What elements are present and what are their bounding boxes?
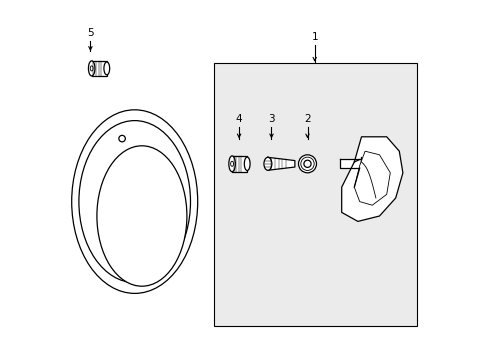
Polygon shape [354, 151, 389, 205]
Text: 4: 4 [235, 114, 242, 124]
Ellipse shape [298, 155, 316, 173]
Bar [213, 63, 416, 326]
Ellipse shape [97, 146, 186, 286]
Ellipse shape [230, 161, 233, 166]
Text: 1: 1 [311, 32, 317, 42]
Ellipse shape [104, 62, 109, 75]
Ellipse shape [90, 66, 93, 71]
Text: 3: 3 [267, 114, 274, 124]
Ellipse shape [228, 156, 235, 172]
Polygon shape [341, 137, 402, 221]
Polygon shape [267, 157, 294, 170]
Bar [232, 156, 247, 172]
Bar [91, 61, 106, 76]
Ellipse shape [88, 61, 95, 76]
Ellipse shape [119, 135, 125, 142]
Ellipse shape [244, 157, 249, 171]
Ellipse shape [303, 160, 310, 167]
Ellipse shape [79, 121, 190, 283]
Text: 2: 2 [304, 114, 310, 124]
Polygon shape [339, 159, 361, 168]
Text: 5: 5 [87, 28, 94, 38]
Ellipse shape [264, 157, 271, 170]
Ellipse shape [72, 110, 197, 293]
Ellipse shape [300, 157, 313, 171]
